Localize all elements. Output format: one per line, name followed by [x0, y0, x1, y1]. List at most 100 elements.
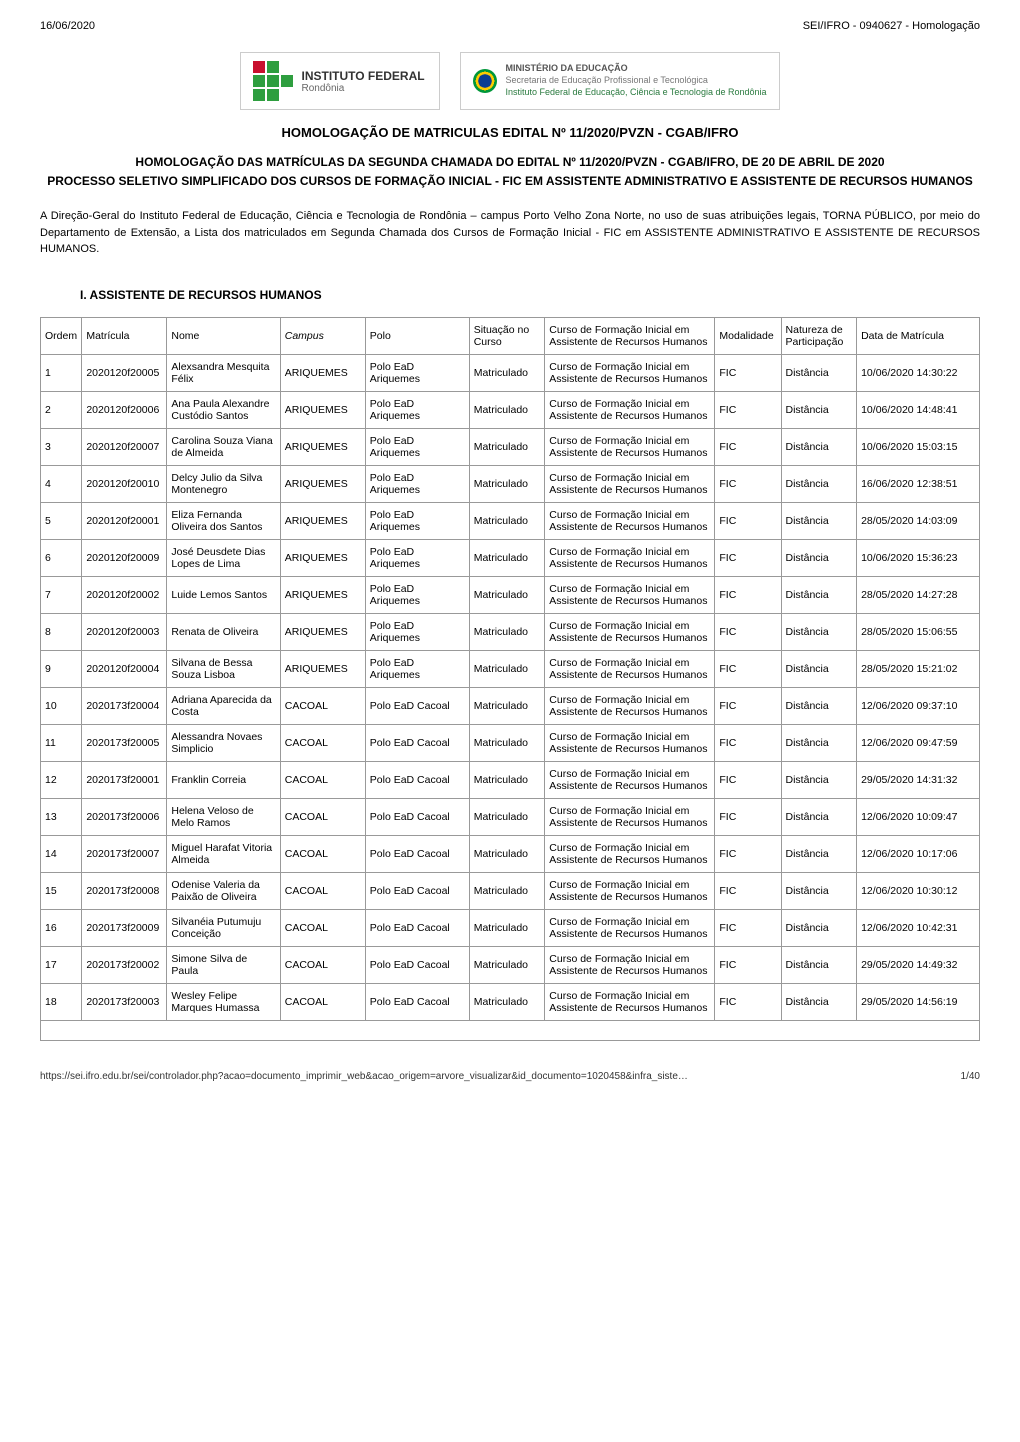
table-cell: 2020120f20007	[82, 428, 167, 465]
table-cell: Polo EaD Ariquemes	[365, 391, 469, 428]
table-cell: 2020173f20004	[82, 687, 167, 724]
table-cell: Matriculado	[469, 835, 545, 872]
table-cell: 7	[41, 576, 82, 613]
table-cell: Polo EaD Cacoal	[365, 983, 469, 1020]
table-cell: Curso de Formação Inicial em Assistente …	[545, 428, 715, 465]
table-cell: 6	[41, 539, 82, 576]
table-cell: Distância	[781, 428, 857, 465]
table-cell: Polo EaD Cacoal	[365, 724, 469, 761]
page-header: 16/06/2020 SEI/IFRO - 0940627 - Homologa…	[40, 20, 980, 32]
table-cell: Delcy Julio da Silva Montenegro	[167, 465, 280, 502]
table-cell: Distância	[781, 391, 857, 428]
table-cell: Polo EaD Cacoal	[365, 798, 469, 835]
table-cell: 28/05/2020 15:06:55	[857, 613, 980, 650]
table-cell: 9	[41, 650, 82, 687]
table-cell: Distância	[781, 983, 857, 1020]
table-cell: Polo EaD Ariquemes	[365, 502, 469, 539]
table-cell: 16	[41, 909, 82, 946]
table-cell: FIC	[715, 798, 781, 835]
table-cell: CACOAL	[280, 909, 365, 946]
table-cell: CACOAL	[280, 761, 365, 798]
table-cell: FIC	[715, 872, 781, 909]
table-cell: Silvana de Bessa Souza Lisboa	[167, 650, 280, 687]
table-cell: 15	[41, 872, 82, 909]
th-modalidade: Modalidade	[715, 317, 781, 354]
table-row: 132020173f20006Helena Veloso de Melo Ram…	[41, 798, 980, 835]
table-cell: FIC	[715, 761, 781, 798]
table-cell: 14	[41, 835, 82, 872]
table-cell: 10/06/2020 15:36:23	[857, 539, 980, 576]
table-row: 142020173f20007Miguel Harafat Vitoria Al…	[41, 835, 980, 872]
th-situacao: Situação no Curso	[469, 317, 545, 354]
table-cell: Polo EaD Ariquemes	[365, 354, 469, 391]
table-cell: CACOAL	[280, 835, 365, 872]
instituto-logo-box: INSTITUTO FEDERAL Rondônia	[240, 52, 440, 110]
table-cell: 3	[41, 428, 82, 465]
table-cell: FIC	[715, 650, 781, 687]
table-cell: Curso de Formação Inicial em Assistente …	[545, 835, 715, 872]
table-cell: 2020120f20001	[82, 502, 167, 539]
table-cell: 12/06/2020 10:17:06	[857, 835, 980, 872]
table-cell: CACOAL	[280, 798, 365, 835]
table-cell: Distância	[781, 613, 857, 650]
table-cell: Helena Veloso de Melo Ramos	[167, 798, 280, 835]
th-campus-text: Campus	[285, 330, 324, 342]
table-cell: ARIQUEMES	[280, 391, 365, 428]
table-cell: Matriculado	[469, 650, 545, 687]
table-cell: Matriculado	[469, 354, 545, 391]
table-cell: Adriana Aparecida da Costa	[167, 687, 280, 724]
ministerio-title: MINISTÉRIO DA EDUCAÇÃO	[505, 63, 766, 75]
table-cell: 5	[41, 502, 82, 539]
footer-page: 1/40	[961, 1071, 980, 1082]
table-cell: 2020120f20010	[82, 465, 167, 502]
table-cell: Franklin Correia	[167, 761, 280, 798]
table-cell: 10/06/2020 14:48:41	[857, 391, 980, 428]
table-cell: 8	[41, 613, 82, 650]
table-cell: 4	[41, 465, 82, 502]
table-cell: Curso de Formação Inicial em Assistente …	[545, 872, 715, 909]
table-cell: Curso de Formação Inicial em Assistente …	[545, 650, 715, 687]
table-cell: Polo EaD Ariquemes	[365, 650, 469, 687]
table-cell: 17	[41, 946, 82, 983]
table-cell: Distância	[781, 798, 857, 835]
table-cell: FIC	[715, 983, 781, 1020]
table-cell: Matriculado	[469, 576, 545, 613]
table-cell: Distância	[781, 650, 857, 687]
table-cell: 2020173f20005	[82, 724, 167, 761]
table-row: 32020120f20007Carolina Souza Viana de Al…	[41, 428, 980, 465]
table-cell: 28/05/2020 15:21:02	[857, 650, 980, 687]
table-cell: 10/06/2020 15:03:15	[857, 428, 980, 465]
table-cell: Luide Lemos Santos	[167, 576, 280, 613]
table-cell: 28/05/2020 14:27:28	[857, 576, 980, 613]
table-cell: ARIQUEMES	[280, 502, 365, 539]
table-cell: Odenise Valeria da Paixão de Oliveira	[167, 872, 280, 909]
table-cell: CACOAL	[280, 872, 365, 909]
table-cell: Matriculado	[469, 724, 545, 761]
table-cell: Matriculado	[469, 465, 545, 502]
table-cell: ARIQUEMES	[280, 465, 365, 502]
table-cell: Matriculado	[469, 798, 545, 835]
table-cell: 2020120f20006	[82, 391, 167, 428]
th-ordem: Ordem	[41, 317, 82, 354]
table-cell: 12/06/2020 09:37:10	[857, 687, 980, 724]
table-cell: 2020173f20001	[82, 761, 167, 798]
table-cell: 2020120f20005	[82, 354, 167, 391]
body-paragraph: A Direção-Geral do Instituto Federal de …	[40, 208, 980, 258]
table-cell: Distância	[781, 539, 857, 576]
table-cell: Polo EaD Cacoal	[365, 687, 469, 724]
table-cell: Alexsandra Mesquita Félix	[167, 354, 280, 391]
th-campus: Campus	[280, 317, 365, 354]
table-cell: 2020120f20009	[82, 539, 167, 576]
table-cell: 2020120f20004	[82, 650, 167, 687]
ministerio-text-block: MINISTÉRIO DA EDUCAÇÃO Secretaria de Edu…	[505, 63, 766, 98]
table-cell: CACOAL	[280, 687, 365, 724]
table-cell: Distância	[781, 761, 857, 798]
page-footer: https://sei.ifro.edu.br/sei/controlador.…	[40, 1071, 980, 1082]
table-cell: Silvanéia Putumuju Conceição	[167, 909, 280, 946]
table-row: 82020120f20003Renata de OliveiraARIQUEME…	[41, 613, 980, 650]
table-row: 112020173f20005Alessandra Novaes Simplic…	[41, 724, 980, 761]
header-doc-ref: SEI/IFRO - 0940627 - Homologação	[803, 20, 980, 32]
table-head: Ordem Matrícula Nome Campus Polo Situaçã…	[41, 317, 980, 354]
table-cell: Matriculado	[469, 983, 545, 1020]
table-cell: FIC	[715, 909, 781, 946]
